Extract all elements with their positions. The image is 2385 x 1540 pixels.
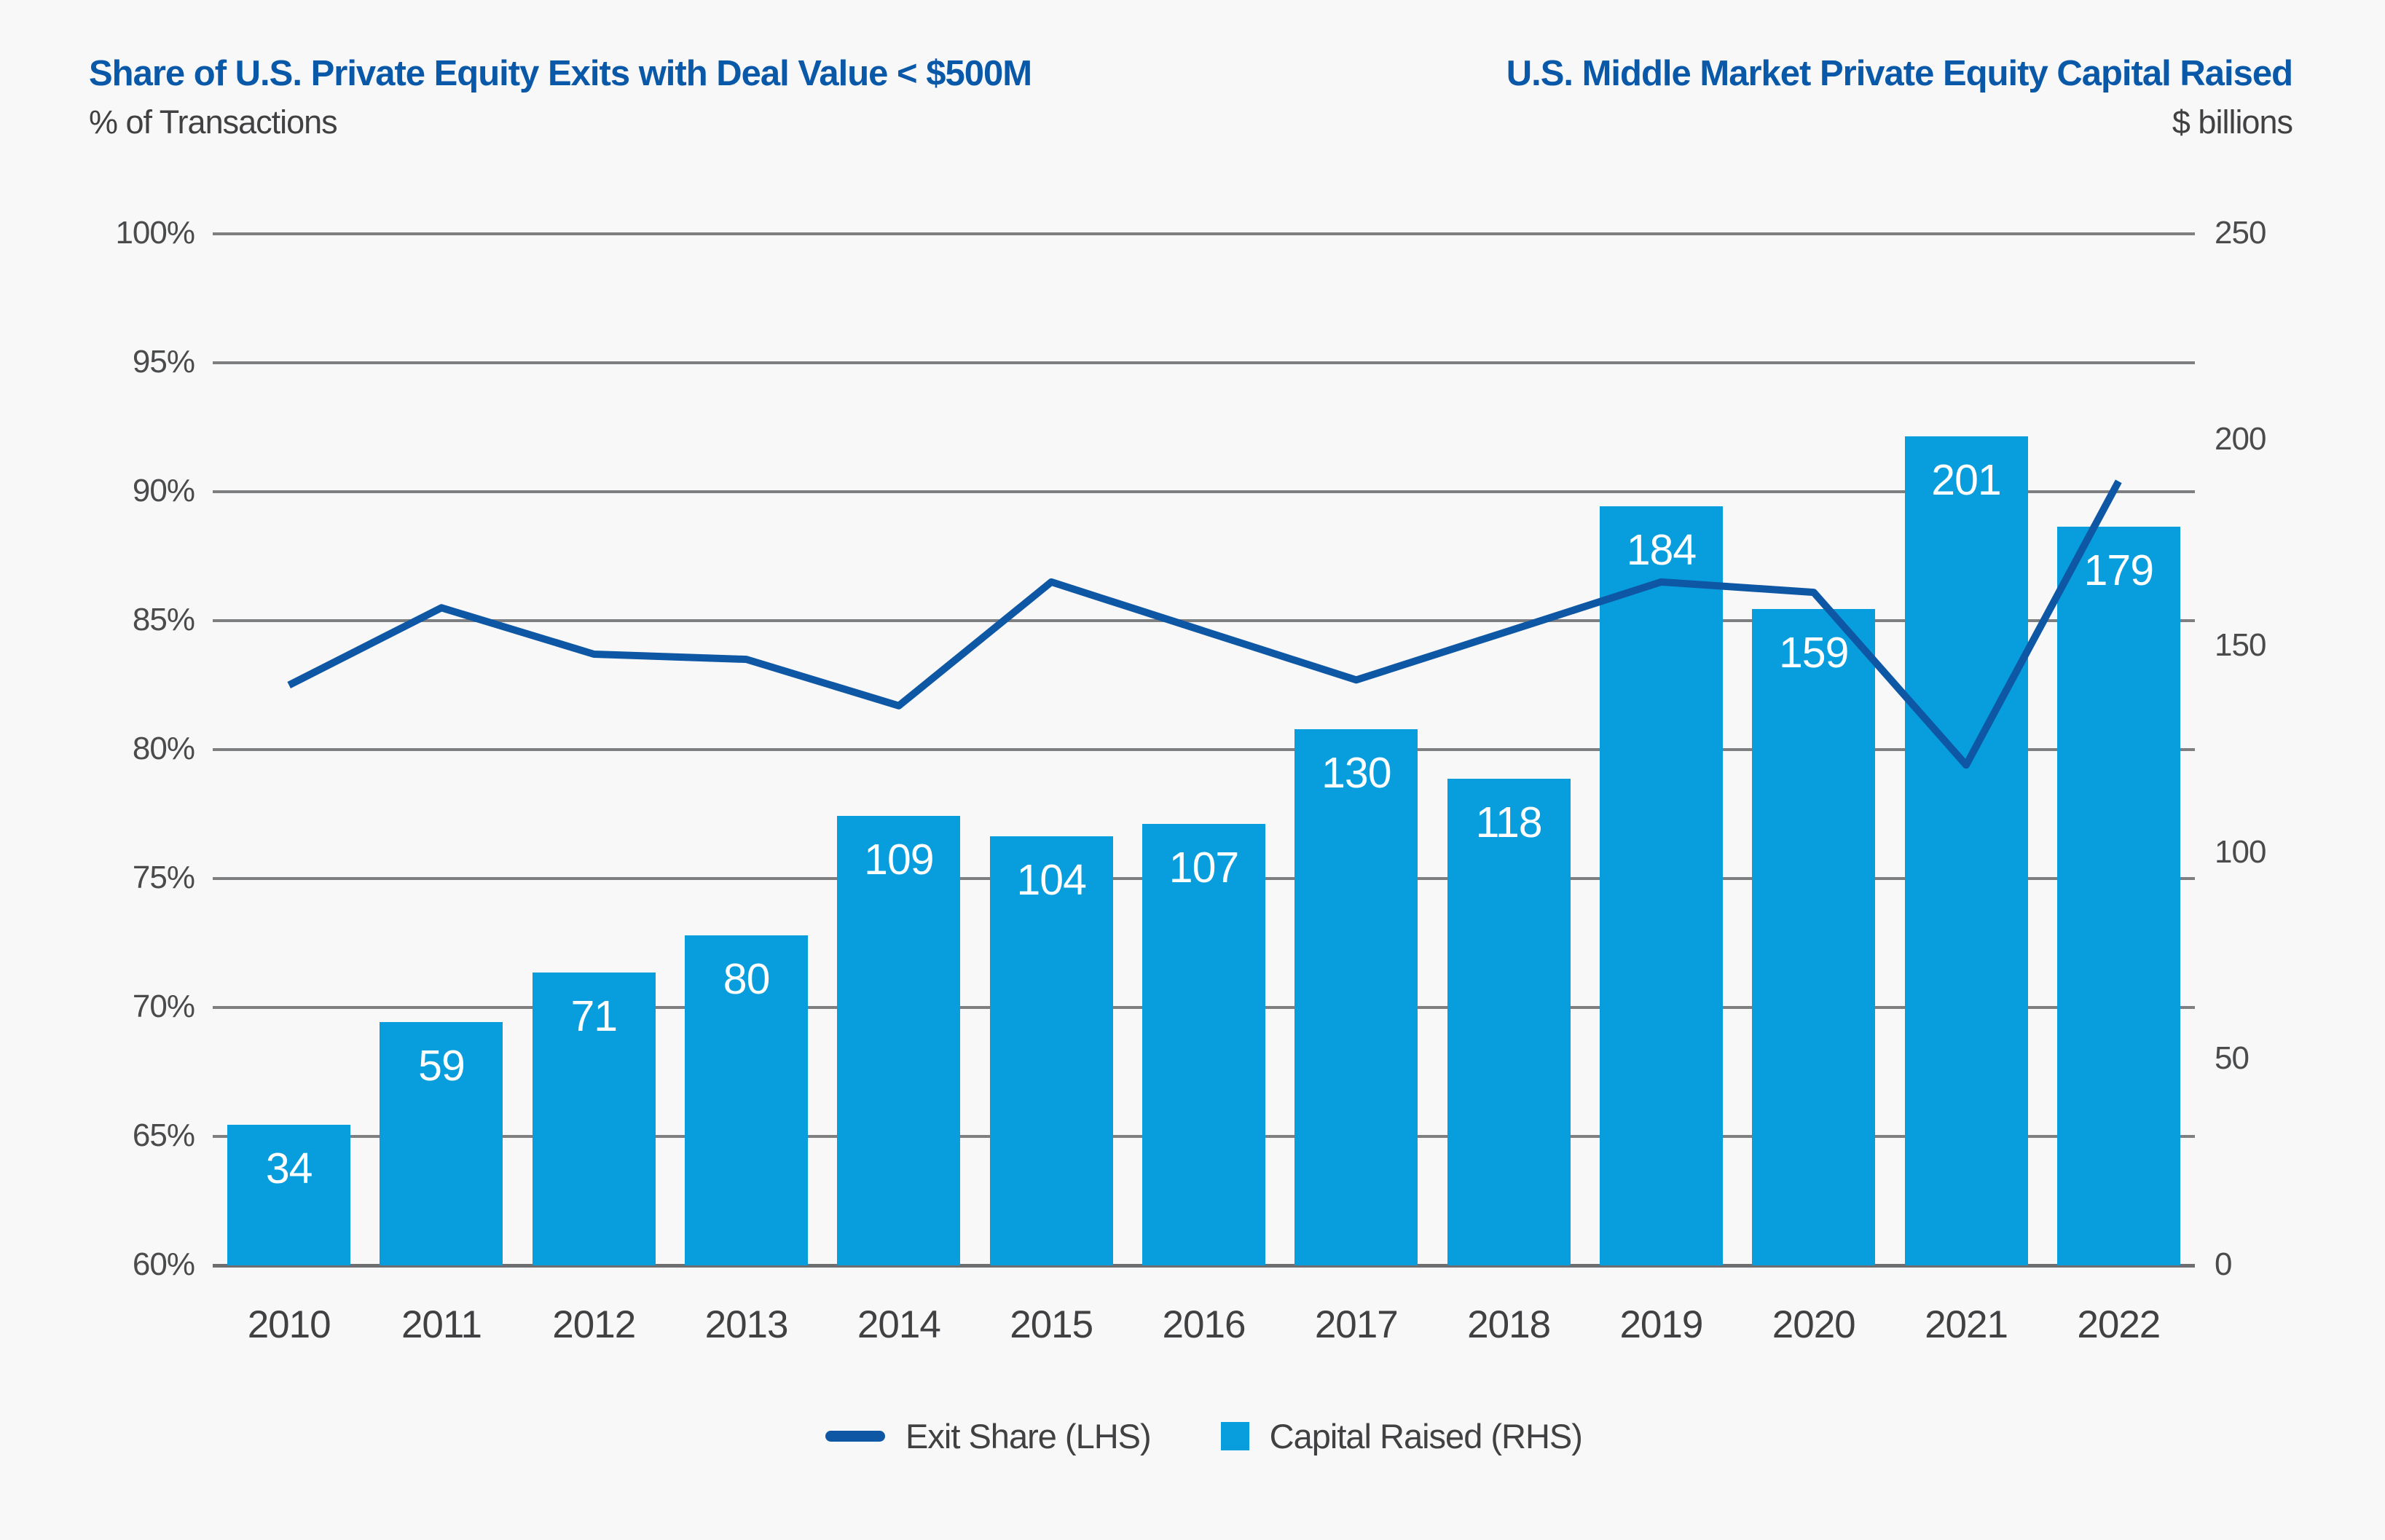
x-axis-year-label: 2011 xyxy=(401,1303,482,1346)
left-axis-tick-label: 95% xyxy=(132,344,195,380)
legend-label-capital-raised: Capital Raised (RHS) xyxy=(1269,1416,1583,1455)
capital-raised-bar xyxy=(1904,436,2028,1265)
gridline xyxy=(213,361,2195,364)
bar-value-label: 201 xyxy=(1931,455,2001,504)
bar-value-label: 159 xyxy=(1778,629,1849,677)
capital-raised-bar xyxy=(1294,728,1418,1265)
left-axis-units-label: % of Transactions xyxy=(89,103,338,141)
legend-item-capital-raised: Capital Raised (RHS) xyxy=(1220,1416,1583,1456)
right-axis-tick-label: 100 xyxy=(2215,833,2266,870)
gridline xyxy=(213,232,2195,235)
right-axis-header: U.S. Middle Market Private Equity Capita… xyxy=(1506,52,2293,144)
bar-value-label: 34 xyxy=(265,1144,313,1193)
capital-raised-bar-swatch-icon xyxy=(1220,1421,1249,1450)
x-axis-year-label: 2014 xyxy=(857,1303,941,1346)
capital-raised-bar xyxy=(1447,778,1571,1265)
x-axis-year-label: 2015 xyxy=(1010,1303,1093,1346)
bar-value-label: 107 xyxy=(1168,843,1239,892)
capital-raised-bar xyxy=(837,815,961,1265)
x-axis-year-label: 2021 xyxy=(1925,1303,2008,1346)
bar-value-label: 59 xyxy=(418,1041,465,1090)
right-chart-title: U.S. Middle Market Private Equity Capita… xyxy=(1506,54,2293,93)
capital-raised-bar xyxy=(989,836,1113,1265)
x-axis-year-label: 2022 xyxy=(2077,1303,2161,1346)
exit-share-line-swatch-icon xyxy=(825,1430,886,1442)
x-axis-year-label: 2017 xyxy=(1314,1303,1399,1346)
x-axis-year-label: 2018 xyxy=(1467,1303,1551,1346)
bar-value-label: 80 xyxy=(723,954,771,1003)
x-axis-year-label: 2012 xyxy=(552,1303,636,1346)
x-axis-year-label: 2010 xyxy=(247,1303,331,1346)
gridline xyxy=(213,490,2195,493)
right-axis-tick-label: 150 xyxy=(2215,627,2266,664)
left-axis-tick-label: 70% xyxy=(132,989,195,1024)
bar-value-label: 130 xyxy=(1321,748,1391,797)
capital-raised-bar xyxy=(1142,823,1265,1265)
capital-raised-bar xyxy=(2056,527,2180,1265)
left-axis-tick-label: 100% xyxy=(115,215,195,251)
left-axis-tick-label: 85% xyxy=(132,602,195,637)
x-axis-year-label: 2020 xyxy=(1772,1303,1856,1346)
capital-raised-bar xyxy=(685,935,809,1265)
right-axis-tick-label: 0 xyxy=(2215,1246,2232,1282)
left-chart-title: Share of U.S. Private Equity Exits with … xyxy=(89,54,1032,93)
legend: Exit Share (LHS) Capital Raised (RHS) xyxy=(213,1410,2195,1461)
bar-value-label: 104 xyxy=(1016,855,1086,904)
left-axis-tick-label: 80% xyxy=(132,731,195,766)
bar-value-label: 179 xyxy=(2083,546,2154,595)
left-axis-tick-label: 65% xyxy=(132,1117,195,1153)
left-axis-header: Share of U.S. Private Equity Exits with … xyxy=(89,52,1032,144)
capital-raised-bar xyxy=(1599,506,1723,1265)
bar-value-label: 118 xyxy=(1475,798,1543,846)
capital-raised-bar xyxy=(1752,609,1876,1265)
capital-raised-bar xyxy=(532,972,656,1265)
bar-value-label: 109 xyxy=(864,835,934,884)
right-axis-units-label: $ billions xyxy=(2172,103,2293,141)
x-axis-baseline xyxy=(213,1264,2195,1268)
right-axis-tick-label: 250 xyxy=(2215,215,2266,251)
left-axis-tick-label: 90% xyxy=(132,473,195,508)
right-axis-tick-label: 200 xyxy=(2215,421,2266,457)
gridline xyxy=(213,748,2195,751)
exit-share-line xyxy=(287,479,2122,769)
bar-value-label: 184 xyxy=(1626,525,1697,574)
bar-value-label: 71 xyxy=(570,991,618,1040)
left-axis-tick-label: 60% xyxy=(132,1246,195,1282)
legend-label-exit-share: Exit Share (LHS) xyxy=(905,1416,1152,1455)
capital-raised-bar xyxy=(380,1021,503,1265)
gridline xyxy=(213,619,2195,622)
x-axis-year-label: 2019 xyxy=(1619,1303,1703,1346)
legend-item-exit-share: Exit Share (LHS) xyxy=(825,1416,1152,1456)
left-axis-tick-label: 75% xyxy=(132,860,195,895)
x-axis-year-label: 2013 xyxy=(704,1303,789,1346)
capital-raised-bar xyxy=(227,1125,351,1265)
x-axis-year-label: 2016 xyxy=(1162,1303,1246,1346)
right-axis-tick-label: 50 xyxy=(2215,1040,2250,1076)
